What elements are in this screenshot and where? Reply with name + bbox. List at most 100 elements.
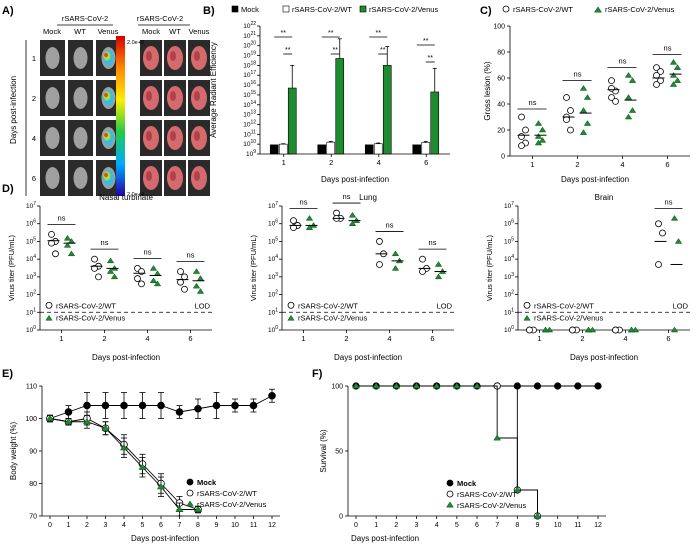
y-tick-label: 100 <box>493 24 505 31</box>
data-point-wt <box>518 142 525 150</box>
y-tick-label: 90 <box>29 449 37 456</box>
data-point-venus <box>579 129 588 135</box>
y-tick-label: 1010 <box>243 139 256 148</box>
colorbar-max-label: 2.0e+8 <box>127 40 144 46</box>
data-point-wt <box>653 64 660 71</box>
significance-label: ** <box>333 47 339 54</box>
data-point-venus <box>156 483 166 490</box>
data-point-wt <box>655 220 662 228</box>
lung-tissue <box>146 91 152 101</box>
data-point-venus <box>149 277 158 284</box>
x-tick-label: 8 <box>196 522 200 529</box>
panel-label: C) <box>480 5 492 17</box>
panel-c: 0 20 40 60 80 100 Gross lesion (%) Days post-in… <box>483 5 690 184</box>
legend-marker-wt <box>45 301 53 309</box>
x-tick-label: 1 <box>67 522 71 529</box>
legend-label: rSARS-CoV-2/Venus <box>605 5 674 14</box>
data-point-wt <box>569 326 576 334</box>
panel-label: F) <box>312 368 323 380</box>
data-point-mock <box>157 401 165 410</box>
data-point-venus <box>534 139 543 146</box>
y-tick-label: 1011 <box>244 129 257 138</box>
data-point-venus <box>63 234 72 241</box>
data-point-venus <box>534 120 543 126</box>
significance-label: ns <box>619 56 627 65</box>
data-point-venus <box>106 257 115 264</box>
y-tick-label: 1021 <box>243 31 256 40</box>
row-label: 6 <box>32 174 36 183</box>
significance-label: ns <box>386 220 394 229</box>
column-label: WT <box>74 27 86 36</box>
legend-label: rSARS-CoV-2/WT <box>292 5 352 14</box>
data-point-venus <box>534 133 543 139</box>
legend-marker-wt <box>287 301 295 309</box>
data-point-mock <box>120 401 128 410</box>
x-tick-label: 4 <box>435 522 439 529</box>
lung-tissue <box>194 91 200 101</box>
x-axis-title: Days post-infection <box>570 353 638 362</box>
lung-silhouette <box>73 87 88 109</box>
x-tick-label: 9 <box>536 522 540 529</box>
significance-label: ns <box>664 43 672 52</box>
data-point-venus <box>452 382 461 389</box>
x-tick-label: 2 <box>85 522 89 529</box>
lung-tissue <box>194 171 200 181</box>
y-tick-label: 1018 <box>243 60 256 69</box>
y-tick-label: 0 <box>339 514 343 521</box>
data-point-venus <box>153 280 162 287</box>
data-point-mock <box>101 401 110 410</box>
data-point-venus <box>538 126 547 133</box>
data-point-venus <box>674 238 683 244</box>
y-tick-label: 104 <box>26 254 36 263</box>
data-point-venus <box>149 265 158 271</box>
data-point-venus <box>64 418 73 425</box>
data-point-wt <box>48 239 55 247</box>
data-point-mock <box>594 382 602 390</box>
x-axis-title: Days post-infection <box>131 534 199 543</box>
column-label: Mock <box>142 27 160 36</box>
x-tick-label: 1 <box>301 334 305 343</box>
data-point-venus <box>579 107 588 113</box>
data-point-wt <box>419 255 426 263</box>
data-point-wt <box>290 224 297 232</box>
y-tick-label: 50 <box>335 449 343 456</box>
y-tick-label: 107 <box>504 201 514 210</box>
data-point-wt <box>522 126 529 134</box>
data-point-venus <box>193 505 203 513</box>
legend-label: rSARS-CoV-2/Venus <box>197 500 266 509</box>
data-point-wt <box>177 268 184 275</box>
data-point-mock <box>268 391 276 400</box>
x-tick-label: 5 <box>141 522 145 529</box>
data-point-wt <box>518 133 525 140</box>
data-point-mock <box>212 401 221 410</box>
x-tick-label: 6 <box>475 522 479 529</box>
significance-label: ** <box>285 47 291 54</box>
data-point-mock <box>138 401 147 410</box>
x-tick-label: 6 <box>159 522 163 529</box>
y-axis-title: Survival (%) <box>319 429 328 472</box>
legend-label: Mock <box>457 479 477 488</box>
data-point-mock <box>175 408 184 416</box>
legend-marker-wt <box>446 490 454 498</box>
y-tick-label: 1014 <box>243 100 256 109</box>
x-tick-label: 8 <box>515 522 519 529</box>
data-point-venus <box>412 382 421 389</box>
y-tick-label: 106 <box>504 219 514 228</box>
data-point-wt <box>608 85 615 92</box>
legend-marker-mock <box>186 478 194 486</box>
y-tick-label: 80 <box>29 481 37 488</box>
legend-label: rSARS-CoV-2/WT <box>513 5 573 14</box>
data-point-wt <box>181 273 188 281</box>
x-tick-label: 7 <box>495 522 499 529</box>
y-tick-label: 100 <box>504 325 514 334</box>
lung-silhouette <box>73 127 88 149</box>
legend-marker-venus <box>186 500 194 507</box>
x-tick-label: 6 <box>430 334 434 343</box>
significance-label: ** <box>428 55 434 62</box>
y-tick-label: 102 <box>26 290 36 299</box>
data-point-wt <box>91 265 98 272</box>
panel-d: Nasal turbinate 100 101 102 103 104 105 106 107 V… <box>7 192 690 362</box>
data-point-wt <box>518 113 525 121</box>
y-axis-title: Virus titer (PFU/mL) <box>249 234 258 301</box>
